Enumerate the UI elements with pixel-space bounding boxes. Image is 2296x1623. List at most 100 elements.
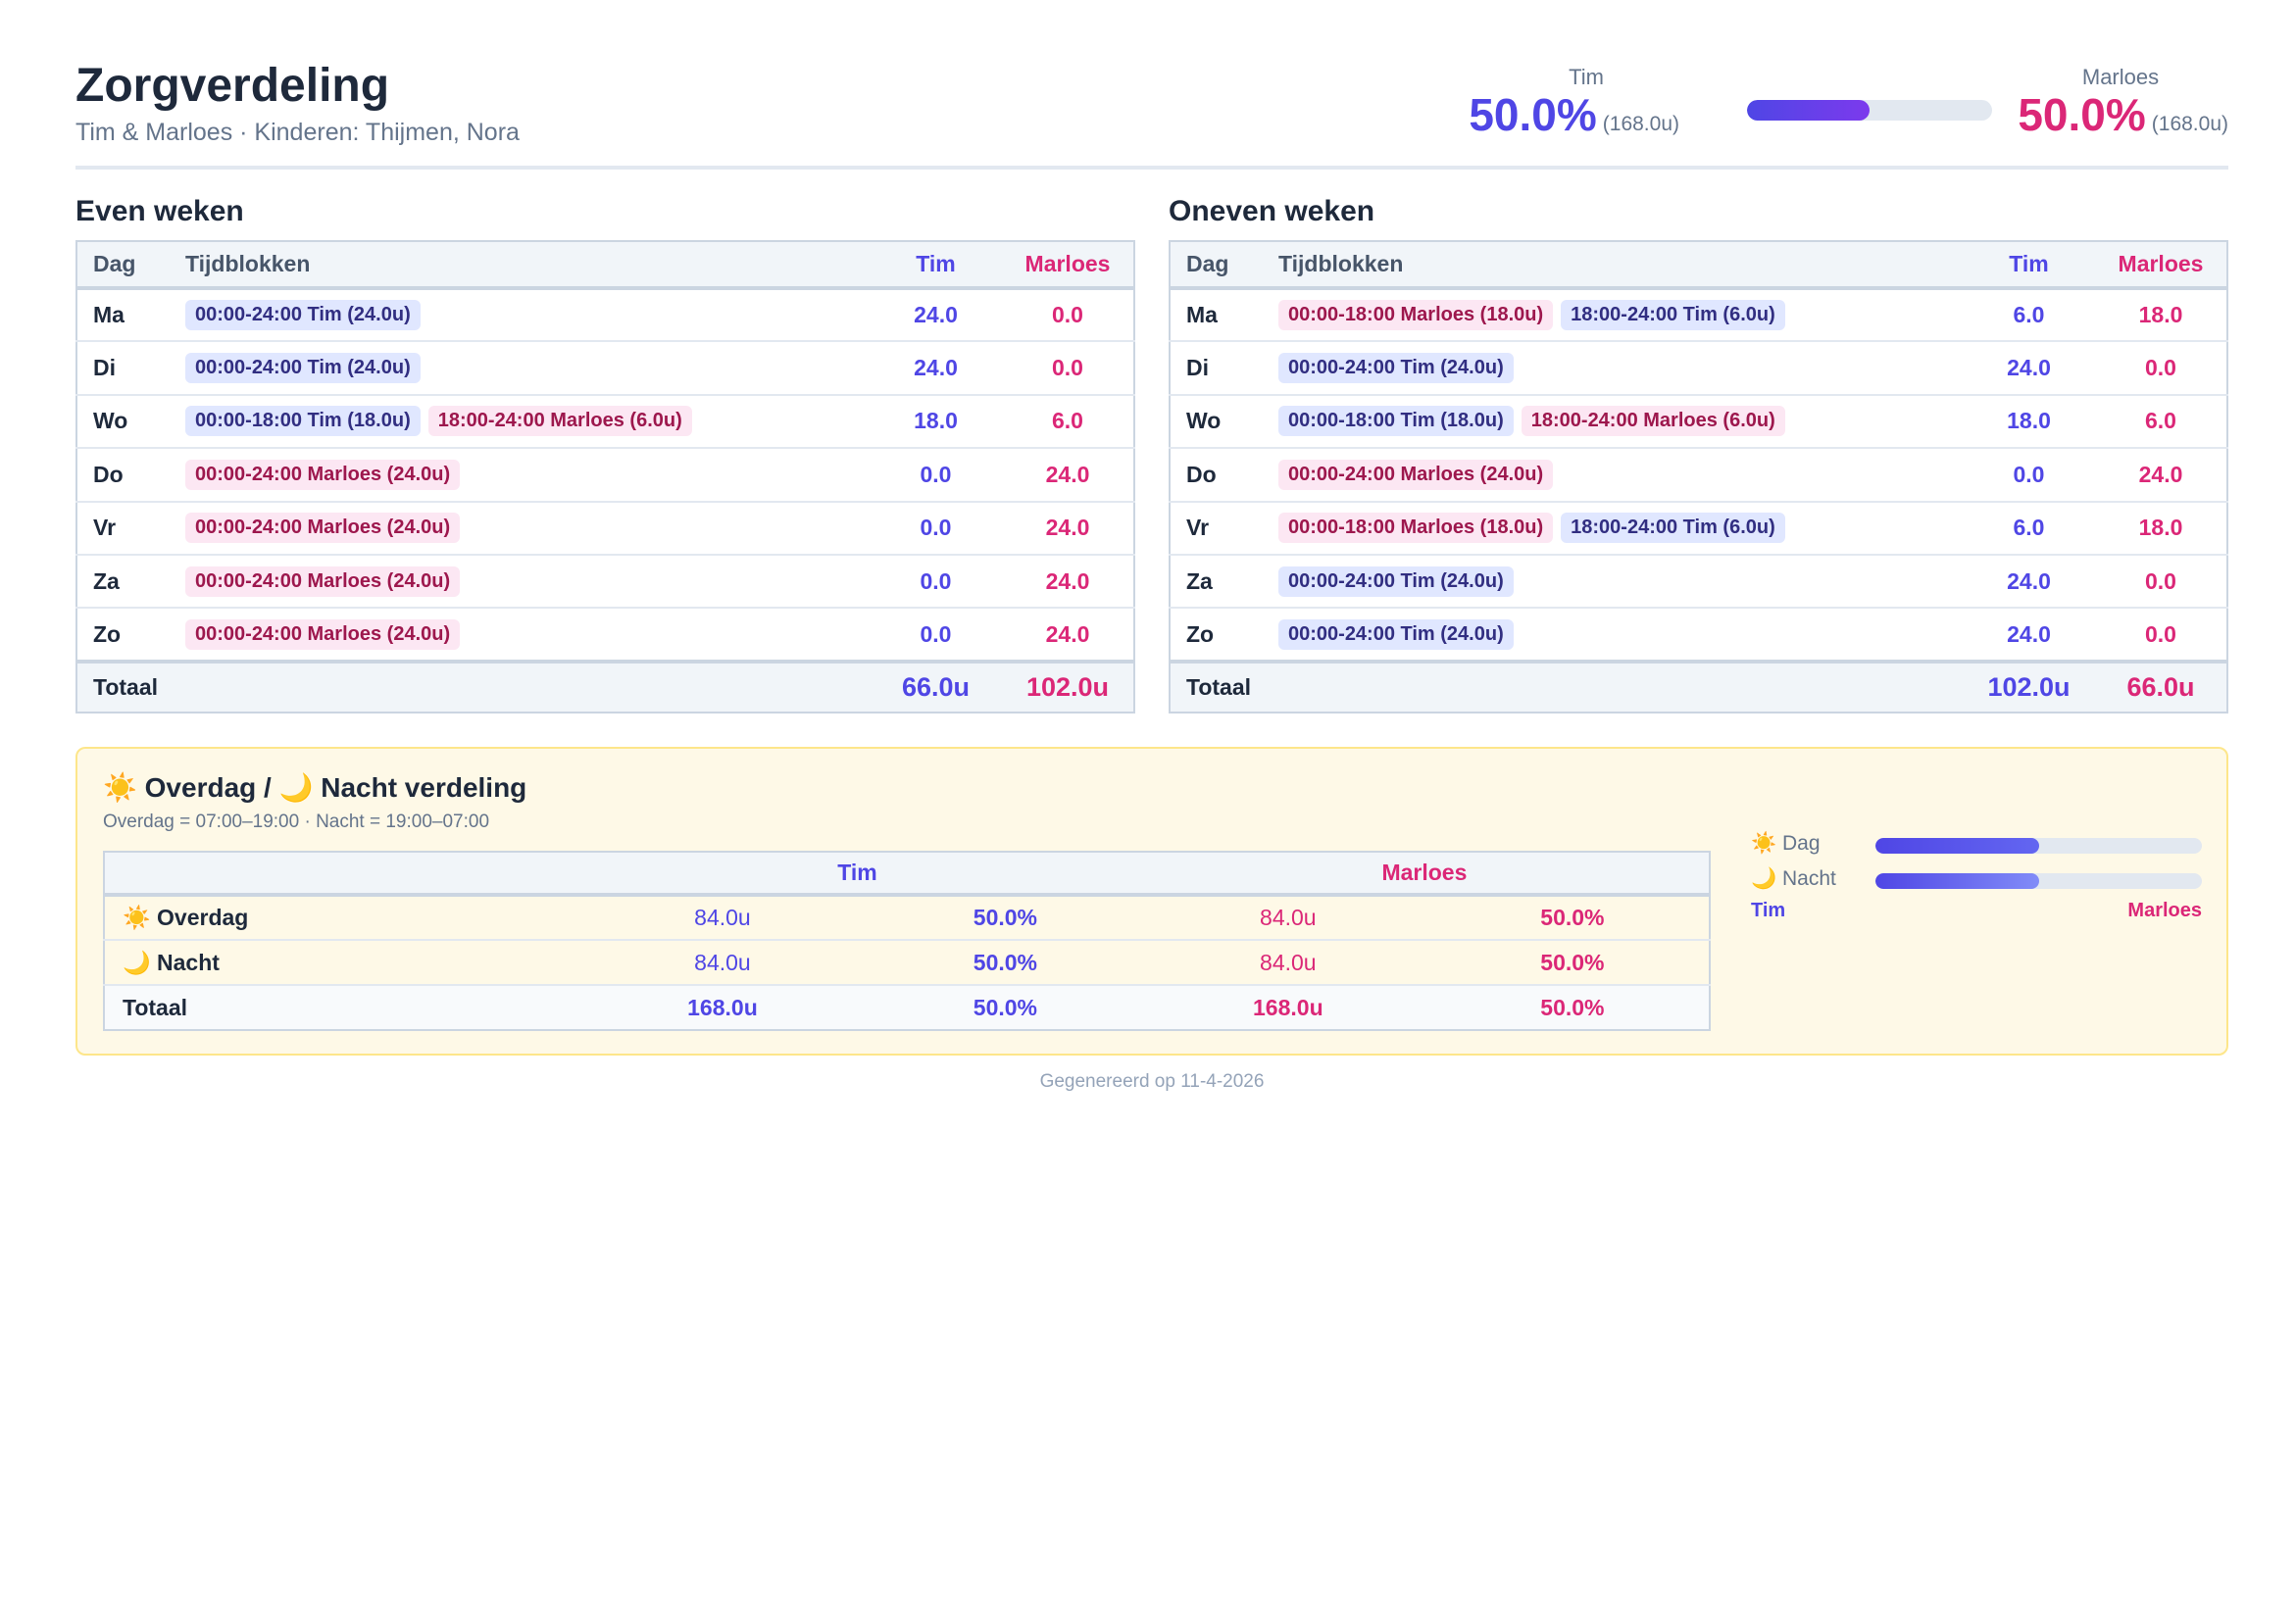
week-schedules: Even weken Dag Tijdblokken Tim Marloes M… (75, 194, 2228, 718)
odd-weeks-table: Dag Tijdblokken Tim Marloes Ma 00:00-18:0… (1169, 240, 2228, 713)
time-block-chip-tim: 00:00-18:00 Tim (18.0u) (185, 406, 421, 437)
day-row: ☀️ Overdag 84.0u 50.0% 84.0u 50.0% (104, 895, 1710, 941)
time-block-chip-marloes: 18:00-24:00 Marloes (6.0u) (1521, 406, 1785, 437)
marloes-hours-cell: 0.0 (1002, 341, 1134, 396)
even-total-tim: 66.0u (870, 659, 1002, 713)
day-cell: Zo (1170, 608, 1263, 663)
marloes-hours-cell: 0.0 (2095, 554, 2227, 610)
table-row: Do 00:00-24:00 Marloes (24.0u) 0.0 24.0 (76, 448, 1134, 503)
table-row: Di 00:00-24:00 Tim (24.0u) 24.0 0.0 (1170, 341, 2227, 396)
night-bar-label: 🌙 Nacht (1751, 867, 1836, 890)
tim-hours-cell: 0.0 (870, 554, 1002, 610)
col-marloes: Marloes (1139, 852, 1710, 897)
tim-hours-cell: 6.0 (1963, 288, 2095, 343)
night-bar-row: 🌙 Nacht (1751, 862, 2202, 898)
time-block-chip-marloes: 18:00-24:00 Marloes (6.0u) (427, 406, 692, 437)
odd-weeks-section: Oneven weken Dag Tijdblokken Tim Marloes… (1169, 194, 2228, 713)
time-block-chip-tim: 00:00-24:00 Tim (24.0u) (1278, 566, 1514, 597)
day-cell: Wo (1170, 394, 1263, 450)
table-row: Za 00:00-24:00 Marloes (24.0u) 0.0 24.0 (76, 554, 1134, 610)
night-tim-hours: 84.0u (574, 940, 871, 986)
time-blocks-cell: 00:00-24:00 Tim (24.0u) (1263, 554, 1963, 610)
table-row: Zo 00:00-24:00 Tim (24.0u) 24.0 0.0 (1170, 608, 2227, 663)
time-block-chip-tim: 00:00-24:00 Tim (24.0u) (1278, 618, 1514, 650)
share-bar (1747, 100, 1992, 121)
page-title: Zorgverdeling (75, 60, 390, 112)
day-cell: Zo (76, 608, 170, 663)
time-block-chip-marloes: 00:00-24:00 Marloes (24.0u) (1278, 459, 1554, 490)
tim-hours-cell: 0.0 (1963, 448, 2095, 503)
day-cell: Wo (76, 394, 170, 450)
day-night-total-row: Totaal 168.0u 50.0% 168.0u 50.0% (104, 985, 1710, 1030)
night-bar-fill (1875, 873, 2039, 889)
table-row: Za 00:00-24:00 Tim (24.0u) 24.0 0.0 (1170, 554, 2227, 610)
col-tim: Tim (1963, 241, 2095, 290)
total-marloes-percent: 50.0% (1435, 985, 1710, 1030)
tim-hours-cell: 6.0 (1963, 501, 2095, 556)
tim-hours-cell: 24.0 (870, 341, 1002, 396)
col-marloes: Marloes (2095, 241, 2227, 290)
marloes-hours-cell: 18.0 (2095, 288, 2227, 343)
marloes-hours-cell: 0.0 (1002, 288, 1134, 343)
time-block-chip-tim: 18:00-24:00 Tim (6.0u) (1561, 300, 1785, 331)
time-block-chip-marloes: 00:00-24:00 Marloes (24.0u) (185, 459, 461, 490)
tim-hours-cell: 24.0 (1963, 341, 2095, 396)
day-cell: Vr (76, 501, 170, 556)
even-weeks-title: Even weken (75, 195, 244, 227)
total-label: Totaal (104, 985, 574, 1030)
marloes-hours-cell: 0.0 (2095, 608, 2227, 663)
total-label: Totaal (76, 659, 870, 713)
table-row: Wo 00:00-18:00 Tim (18.0u) 18:00-24:00 Mar… (76, 394, 1134, 450)
time-blocks-cell: 00:00-24:00 Tim (24.0u) (170, 288, 870, 343)
tim-summary-percent: 50.0% (1469, 89, 1597, 140)
total-tim-percent: 50.0% (870, 985, 1140, 1030)
tim-hours-cell: 24.0 (1963, 608, 2095, 663)
day-marloes-hours: 84.0u (1139, 895, 1436, 941)
bar-legend: Tim Marloes (1751, 898, 2202, 927)
marloes-summary: Marloes 50.0% (168.0u) (1993, 65, 2228, 151)
time-block-chip-tim: 00:00-24:00 Tim (24.0u) (1278, 353, 1514, 384)
time-block-chip-tim: 00:00-18:00 Tim (18.0u) (1278, 406, 1514, 437)
even-weeks-section: Even weken Dag Tijdblokken Tim Marloes M… (75, 194, 1135, 713)
time-block-chip-tim: 00:00-24:00 Tim (24.0u) (185, 300, 421, 331)
day-cell: Di (76, 341, 170, 396)
night-row-label: 🌙 Nacht (104, 940, 574, 986)
even-weeks-body: Ma 00:00-24:00 Tim (24.0u) 24.0 0.0 Di 00:00-… (76, 288, 1134, 663)
odd-total-row: Totaal 102.0u 66.0u (1170, 659, 2227, 713)
time-blocks-cell: 00:00-24:00 Tim (24.0u) (1263, 341, 1963, 396)
time-block-chip-marloes: 00:00-24:00 Marloes (24.0u) (185, 618, 461, 650)
odd-weeks-body: Ma 00:00-18:00 Marloes (18.0u) 18:00-24:00… (1170, 288, 2227, 663)
col-day: Dag (1170, 241, 1263, 290)
table-row: Zo 00:00-24:00 Marloes (24.0u) 0.0 24.0 (76, 608, 1134, 663)
marloes-hours-cell: 18.0 (2095, 501, 2227, 556)
tim-summary-label: Tim (1569, 65, 1604, 89)
time-blocks-cell: 00:00-24:00 Tim (24.0u) (170, 341, 870, 396)
col-tim: Tim (870, 241, 1002, 290)
marloes-hours-cell: 6.0 (1002, 394, 1134, 450)
day-bar-fill (1875, 838, 2039, 854)
tim-summary: Tim 50.0% (168.0u) (1444, 65, 1679, 151)
day-night-title: ☀️ Overdag / 🌙 Nacht verdeling (103, 772, 527, 803)
even-weeks-table: Dag Tijdblokken Tim Marloes Ma 00:00-24:0… (75, 240, 1135, 713)
col-marloes: Marloes (1002, 241, 1134, 290)
time-blocks-cell: 00:00-24:00 Marloes (24.0u) (170, 554, 870, 610)
tim-hours-cell: 18.0 (1963, 394, 2095, 450)
marloes-summary-hours: (168.0u) (2151, 113, 2228, 135)
time-block-chip-marloes: 00:00-18:00 Marloes (18.0u) (1278, 300, 1554, 331)
day-night-table: Tim Marloes ☀️ Overdag 84.0u 50.0% 84.0u… (103, 851, 1711, 1031)
tim-summary-hours: (168.0u) (1602, 113, 1679, 135)
even-total-marloes: 102.0u (1002, 659, 1134, 713)
marloes-hours-cell: 24.0 (2095, 448, 2227, 503)
table-row: Do 00:00-24:00 Marloes (24.0u) 0.0 24.0 (1170, 448, 2227, 503)
table-row: Di 00:00-24:00 Tim (24.0u) 24.0 0.0 (76, 341, 1134, 396)
col-blocks: Tijdblokken (170, 241, 870, 290)
day-tim-percent: 50.0% (870, 895, 1140, 941)
tim-hours-cell: 0.0 (870, 448, 1002, 503)
night-tim-percent: 50.0% (870, 940, 1140, 986)
table-row: Vr 00:00-24:00 Marloes (24.0u) 0.0 24.0 (76, 501, 1134, 556)
tim-hours-cell: 24.0 (1963, 554, 2095, 610)
odd-total-marloes: 66.0u (2095, 659, 2227, 713)
legend-tim: Tim (1751, 900, 1786, 921)
marloes-hours-cell: 6.0 (2095, 394, 2227, 450)
time-blocks-cell: 00:00-18:00 Marloes (18.0u) 18:00-24:00 T… (1263, 288, 1963, 343)
